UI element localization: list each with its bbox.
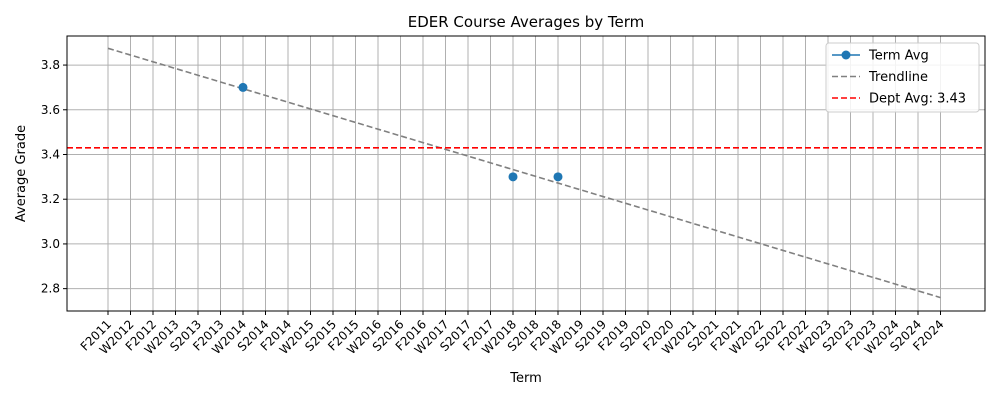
plot-frame: [66, 35, 986, 312]
legend-label: Dept Avg: 3.43: [869, 92, 966, 107]
y-tick-label: 2.8: [41, 282, 60, 296]
legend: Term Avg Trendline Dept Avg: 3.43: [825, 42, 980, 113]
legend-box: [825, 42, 980, 113]
legend-marker-term-avg: [841, 50, 851, 60]
x-axis-label: Term: [509, 371, 542, 386]
term-avg-point: [238, 82, 248, 92]
chart-title: EDER Course Averages by Term: [408, 13, 645, 31]
y-tick-label: 3.6: [41, 103, 60, 117]
series-layer: [67, 47, 985, 299]
y-tick-label: 3.8: [41, 58, 60, 72]
y-axis-label: Average Grade: [14, 125, 29, 222]
term-avg-point: [553, 172, 563, 182]
y-tick-label: 3.4: [41, 147, 60, 161]
term-avg-point: [508, 172, 518, 182]
legend-label: Trendline: [868, 70, 928, 85]
y-tick-label: 3.0: [41, 237, 60, 251]
legend-label: Term Avg: [868, 49, 929, 64]
y-tick-label: 3.2: [41, 192, 60, 206]
